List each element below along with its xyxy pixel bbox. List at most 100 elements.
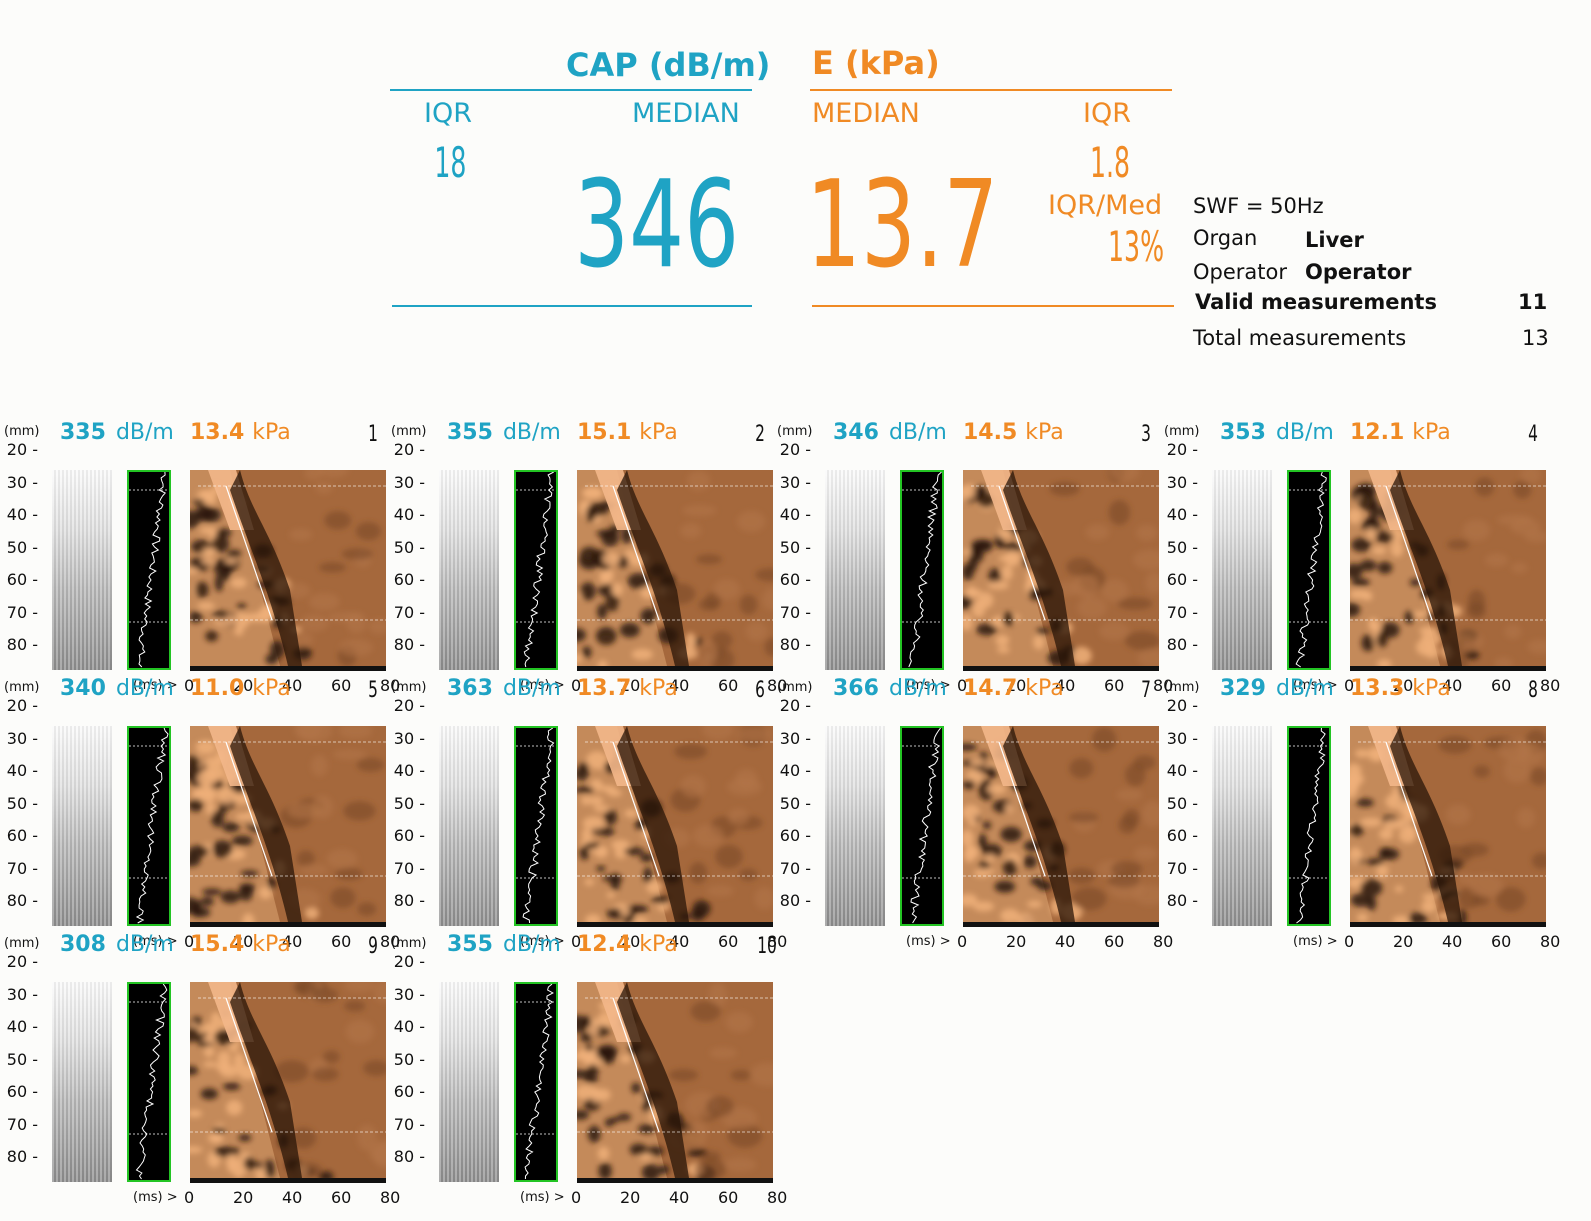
depth-tick: 50 - — [6, 793, 38, 813]
time-unit-label: (ms) > — [1293, 934, 1338, 949]
time-tick: 80 — [767, 932, 788, 951]
measurement-panel-4[interactable]: (mm) 353 dB/m 12.1 kPa 4 20 - 30 - 40 - 50 - 6… — [1160, 420, 1560, 695]
time-tick: 20 — [1393, 932, 1414, 951]
elastogram-image — [1350, 726, 1546, 922]
time-unit-label: (ms) > — [133, 934, 178, 949]
mmode-trace — [902, 728, 942, 924]
time-tick: 80 — [380, 676, 401, 695]
depth-tick: 80 - — [393, 635, 425, 654]
time-tick: 80 — [380, 1188, 401, 1207]
panel-e: 12.1 kPa — [1350, 420, 1451, 445]
depth-unit-label: (mm) — [1164, 680, 1200, 695]
measurement-panel-6[interactable]: (mm) 363 dB/m 13.7 kPa 6 20 - 30 - 40 - 50 - 6… — [387, 676, 787, 951]
depth-unit-label: (mm) — [777, 680, 813, 695]
elastogram-image — [577, 726, 773, 922]
elastogram-bar — [963, 666, 1159, 671]
operator-value: Operator — [1305, 260, 1412, 284]
time-tick: 0 — [571, 1188, 582, 1207]
panel-cap: 308 dB/m — [60, 932, 174, 957]
bmode-image — [825, 470, 885, 670]
panel-e-value: 13.4 — [190, 420, 245, 445]
panel-e: 13.4 kPa — [190, 420, 291, 445]
elastogram-image — [577, 470, 773, 666]
depth-tick: 30 - — [779, 728, 811, 748]
panel-e-unit: kPa — [1412, 676, 1451, 701]
measurement-panel-3[interactable]: (mm) 346 dB/m 14.5 kPa 3 20 - 30 - 40 - 50 - 6… — [773, 420, 1173, 695]
depth-tick: 40 - — [393, 1017, 425, 1036]
measurement-panel-7[interactable]: (mm) 366 dB/m 14.7 kPa 7 20 - 30 - 40 - 50 - 6… — [773, 676, 1173, 951]
depth-tick: 80 - — [779, 891, 811, 910]
depth-tick: 70 - — [6, 858, 38, 878]
measurement-panel-8[interactable]: (mm) 329 dB/m 13.3 kPa 8 20 - 30 - 40 - 50 - 6… — [1160, 676, 1560, 951]
time-tick: 20 — [620, 932, 641, 951]
depth-tick: 70 - — [1166, 602, 1198, 622]
depth-unit-label: (mm) — [391, 936, 427, 951]
bmode-image — [52, 982, 112, 1182]
panel-cap-unit: dB/m — [1275, 676, 1334, 701]
panel-cap-unit: dB/m — [1275, 420, 1334, 445]
cap-iqr-value: 18 — [434, 138, 467, 187]
panel-cap-unit: dB/m — [502, 932, 561, 957]
e-bottom-divider — [812, 305, 1174, 307]
depth-unit-label: (mm) — [4, 424, 40, 439]
depth-tick: 60 - — [6, 570, 38, 589]
depth-unit-label: (mm) — [391, 680, 427, 695]
panel-index: 3 — [1141, 422, 1151, 447]
panel-cap: 355 dB/m — [447, 932, 561, 957]
depth-tick: 40 - — [393, 505, 425, 524]
panel-e-unit: kPa — [1412, 420, 1451, 445]
time-tick: 20 — [233, 932, 254, 951]
depth-tick: 40 - — [1166, 761, 1198, 780]
e-median-label: MEDIAN — [812, 98, 920, 129]
depth-tick: 80 - — [393, 1147, 425, 1166]
depth-tick: 40 - — [1166, 505, 1198, 524]
e-top-divider — [810, 89, 1172, 91]
valid-label: Valid measurements — [1195, 290, 1437, 314]
depth-tick: 70 - — [6, 602, 38, 622]
e-iqr-label: IQR — [1083, 98, 1131, 129]
depth-tick: 20 - — [393, 952, 425, 971]
panel-index: 7 — [1141, 678, 1151, 703]
depth-unit-label: (mm) — [777, 424, 813, 439]
panel-cap-value: 329 — [1220, 676, 1266, 701]
panel-e-value: 13.7 — [577, 676, 632, 701]
depth-unit-label: (mm) — [4, 680, 40, 695]
time-tick: 60 — [331, 932, 352, 951]
depth-tick: 30 - — [393, 984, 425, 1004]
depth-tick: 40 - — [6, 505, 38, 524]
depth-unit-label: (mm) — [1164, 424, 1200, 439]
panel-cap-value: 335 — [60, 420, 106, 445]
mmode-trace — [516, 472, 556, 668]
panel-e-unit: kPa — [1025, 676, 1064, 701]
time-tick: 0 — [957, 932, 968, 951]
measurement-panel-10[interactable]: (mm) 355 dB/m 12.4 kPa 10 20 - 30 - 40 - 50 -… — [387, 932, 787, 1207]
panel-index: 6 — [755, 678, 765, 703]
time-unit-label: (ms) > — [520, 1190, 565, 1205]
cap-title: CAP (dB/m) — [566, 46, 771, 84]
mmode-image — [1287, 470, 1331, 670]
panel-e: 14.5 kPa — [963, 420, 1064, 445]
time-tick: 20 — [233, 676, 254, 695]
depth-unit-label: (mm) — [391, 424, 427, 439]
measurement-panel-9[interactable]: (mm) 308 dB/m 15.4 kPa 9 20 - 30 - 40 - 50 - 6… — [0, 932, 400, 1207]
time-tick: 0 — [184, 1188, 195, 1207]
elastogram-bar — [963, 922, 1159, 927]
elastogram-image — [963, 726, 1159, 922]
panel-e: 13.7 kPa — [577, 676, 678, 701]
depth-tick: 60 - — [779, 826, 811, 845]
measurement-panel-5[interactable]: (mm) 340 dB/m 11.0 kPa 5 20 - 30 - 40 - 50 - 6… — [0, 676, 400, 951]
depth-tick: 20 - — [779, 440, 811, 459]
measurement-panel-1[interactable]: (mm) 335 dB/m 13.4 kPa 1 20 - 30 - 40 - 50 - 6… — [0, 420, 400, 695]
panel-cap-unit: dB/m — [115, 932, 174, 957]
panel-index: 4 — [1528, 422, 1538, 447]
panel-cap-value: 346 — [833, 420, 879, 445]
mmode-image — [1287, 726, 1331, 926]
panel-index: 8 — [1528, 678, 1538, 703]
measurement-panel-2[interactable]: (mm) 355 dB/m 15.1 kPa 2 20 - 30 - 40 - 50 - 6… — [387, 420, 787, 695]
depth-tick: 70 - — [1166, 858, 1198, 878]
panel-e-unit: kPa — [639, 420, 678, 445]
panel-e-unit: kPa — [639, 676, 678, 701]
mmode-image — [514, 470, 558, 670]
depth-tick: 50 - — [393, 537, 425, 557]
time-tick: 60 — [1491, 676, 1512, 695]
